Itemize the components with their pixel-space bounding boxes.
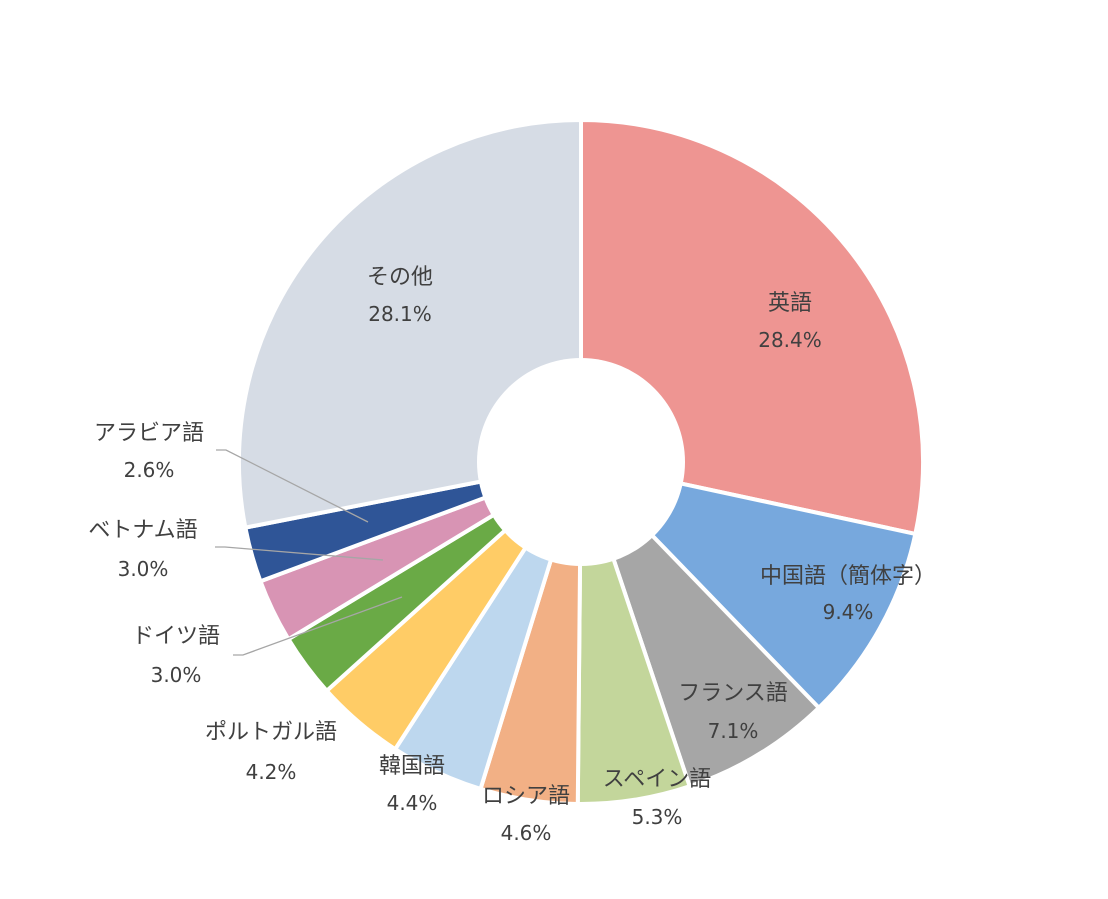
leader-line-2 (215, 546, 384, 561)
slice-label-3: フランス語 (678, 681, 788, 706)
slice-label-10: アラビア語 (94, 421, 204, 446)
leader-line-1 (233, 596, 403, 656)
leader-line-3 (216, 449, 369, 523)
slice-label-4: スペイン語 (603, 767, 711, 792)
slice-label-8: ドイツ語 (132, 624, 220, 649)
slice-value-4: 5.3% (632, 805, 683, 829)
donut-hole (477, 358, 685, 566)
slice-value-7: 4.2% (246, 760, 297, 784)
leader-lines-group (215, 449, 403, 656)
slice-label-5: ロシア語 (482, 784, 570, 809)
slice-label-2: 中国語（簡体字） (760, 564, 936, 589)
slice-label-9: ベトナム語 (88, 518, 197, 543)
slice-label-6: 韓国語 (379, 754, 445, 779)
slice-value-10: 2.6% (124, 458, 175, 482)
slice-value-8: 3.0% (151, 663, 202, 687)
data-labels-group: 英語 28.4% 中国語（簡体字） 9.4% フランス語 7.1% スペイン語 5.3% ロシア… (88, 265, 936, 845)
slice-value-6: 4.4% (387, 791, 438, 815)
slice-value-3: 7.1% (708, 719, 759, 743)
slice-label-7: ポルトガル語 (205, 720, 337, 745)
slice-label-1: 英語 (768, 291, 812, 316)
slice-label-11: その他 (367, 265, 433, 290)
slice-value-9: 3.0% (118, 557, 169, 581)
slice-value-1: 28.4% (758, 328, 822, 352)
slice-value-5: 4.6% (501, 821, 552, 845)
slice-value-2: 9.4% (823, 600, 874, 624)
slice-value-11: 28.1% (368, 302, 432, 326)
